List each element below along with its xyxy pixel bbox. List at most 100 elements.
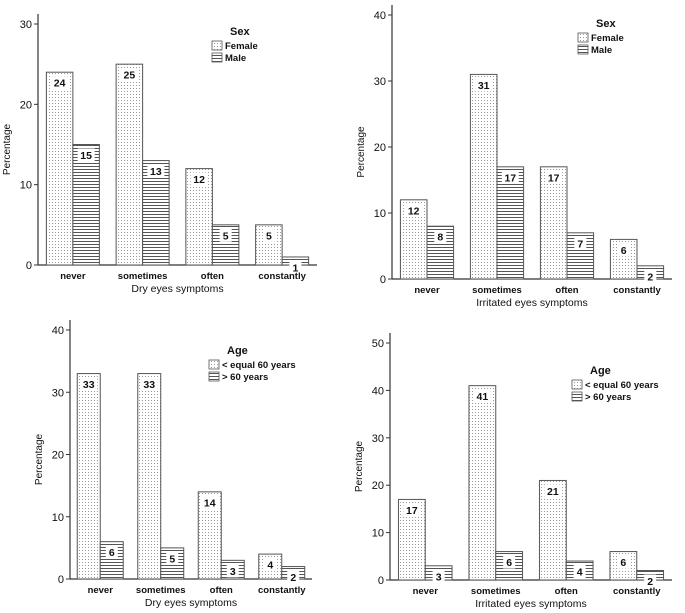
data-label: 33 (83, 379, 95, 391)
legend-swatch (208, 359, 220, 370)
x-tick-label: never (60, 271, 86, 282)
chart-panel-2: 0 10 20 30 40 Percentage 12 8 never 31 17 sometimes… (356, 5, 672, 309)
data-label: 6 (506, 557, 512, 569)
y-tick-label: 50 (372, 338, 384, 350)
data-label: 21 (547, 486, 559, 498)
x-tick-label: never (413, 586, 439, 597)
data-label-box (473, 389, 491, 403)
data-label-box (287, 570, 300, 584)
legend-swatch (211, 52, 223, 63)
chart-panel-3: 0 10 20 30 40 Percentage 33 6 never 33 5 sometimes 1… (34, 320, 312, 609)
bar-first-series (539, 166, 568, 280)
data-label: 6 (109, 547, 115, 559)
data-label-box (617, 555, 630, 569)
data-label-box (545, 170, 563, 184)
legend-entry: Female (591, 33, 624, 44)
data-label: 6 (620, 557, 626, 569)
x-tick-label: often (555, 285, 578, 296)
data-label: 41 (477, 391, 489, 403)
data-label-box (105, 545, 118, 559)
x-tick-label: often (210, 585, 233, 596)
bar-second-series (496, 166, 525, 280)
x-tick-label: constantly (613, 586, 661, 597)
legend-entry: > 60 years (585, 392, 631, 403)
data-label: 12 (193, 174, 205, 186)
data-label: 3 (436, 571, 442, 583)
legend-entry: Female (225, 41, 258, 52)
y-tick-label: 30 (20, 19, 32, 31)
data-label: 15 (80, 150, 92, 162)
data-label: 33 (143, 379, 155, 391)
bar-first-series (137, 373, 162, 580)
legend: Age < equal 60 years> 60 years (571, 365, 659, 403)
y-tick-label: 0 (26, 260, 32, 272)
data-label: 31 (478, 80, 490, 92)
x-tick-label: constantly (258, 271, 306, 282)
bar-second-series (142, 160, 170, 266)
data-label: 5 (169, 553, 175, 565)
data-label: 17 (548, 172, 560, 184)
bar-first-series (469, 73, 498, 280)
data-label-box (644, 574, 657, 588)
y-tick-label: 30 (374, 76, 386, 88)
bar-first-series (197, 491, 222, 580)
legend: Age < equal 60 years> 60 years (208, 345, 296, 383)
data-label-box (403, 503, 421, 517)
bar-first-series (468, 385, 497, 581)
data-label-box (147, 164, 165, 178)
data-label: 3 (230, 566, 236, 578)
data-label-box (617, 243, 630, 257)
data-label-box (140, 377, 158, 391)
x-tick-label: sometimes (472, 285, 522, 296)
data-label: 5 (223, 230, 229, 242)
legend-swatch (577, 32, 589, 43)
legend-title: Sex (230, 26, 250, 38)
x-axis-label: Dry eyes symptoms (131, 283, 223, 295)
data-label: 25 (124, 70, 136, 82)
x-tick-label: sometimes (471, 586, 521, 597)
legend-swatch (571, 379, 583, 390)
x-tick-label: never (414, 285, 440, 296)
legend-entry: Male (225, 53, 246, 64)
data-label-box (201, 495, 219, 509)
legend-title: Age (590, 365, 611, 377)
y-tick-label: 0 (58, 574, 64, 586)
y-tick-label: 10 (372, 528, 384, 540)
data-label: 5 (266, 230, 272, 242)
x-tick-label: sometimes (118, 271, 168, 282)
legend-swatch (211, 40, 223, 51)
y-tick-label: 40 (372, 385, 384, 397)
data-label: 17 (504, 172, 516, 184)
y-axis-label: Percentage (2, 123, 13, 175)
data-label: 2 (647, 271, 653, 283)
data-label-box (51, 76, 69, 90)
data-label: 6 (621, 245, 627, 257)
data-label-box (475, 78, 493, 92)
y-tick-label: 0 (378, 575, 384, 587)
y-axis-label: Percentage (34, 433, 45, 485)
data-label-box (262, 228, 275, 242)
data-label-box (434, 230, 447, 244)
y-tick-label: 40 (52, 325, 64, 337)
data-label-box (264, 558, 277, 572)
data-label: 4 (577, 567, 583, 579)
data-label: 1 (292, 262, 298, 274)
data-label: 13 (150, 166, 162, 178)
data-label: 24 (54, 78, 66, 90)
x-tick-label: sometimes (136, 585, 186, 596)
y-tick-label: 20 (52, 450, 64, 462)
data-label-box (432, 569, 445, 583)
bar-first-series (115, 63, 144, 266)
x-axis-label: Dry eyes symptoms (145, 597, 237, 609)
data-label-box (120, 68, 138, 82)
bar-first-series (45, 71, 74, 266)
x-tick-label: constantly (258, 585, 306, 596)
x-axis-label: Irritated eyes symptoms (476, 297, 587, 309)
legend-entry: > 60 years (222, 372, 268, 383)
x-tick-label: often (201, 271, 224, 282)
legend-title: Sex (596, 18, 616, 30)
y-tick-label: 0 (380, 274, 386, 286)
data-label-box (573, 565, 586, 579)
y-tick-label: 10 (52, 512, 64, 524)
